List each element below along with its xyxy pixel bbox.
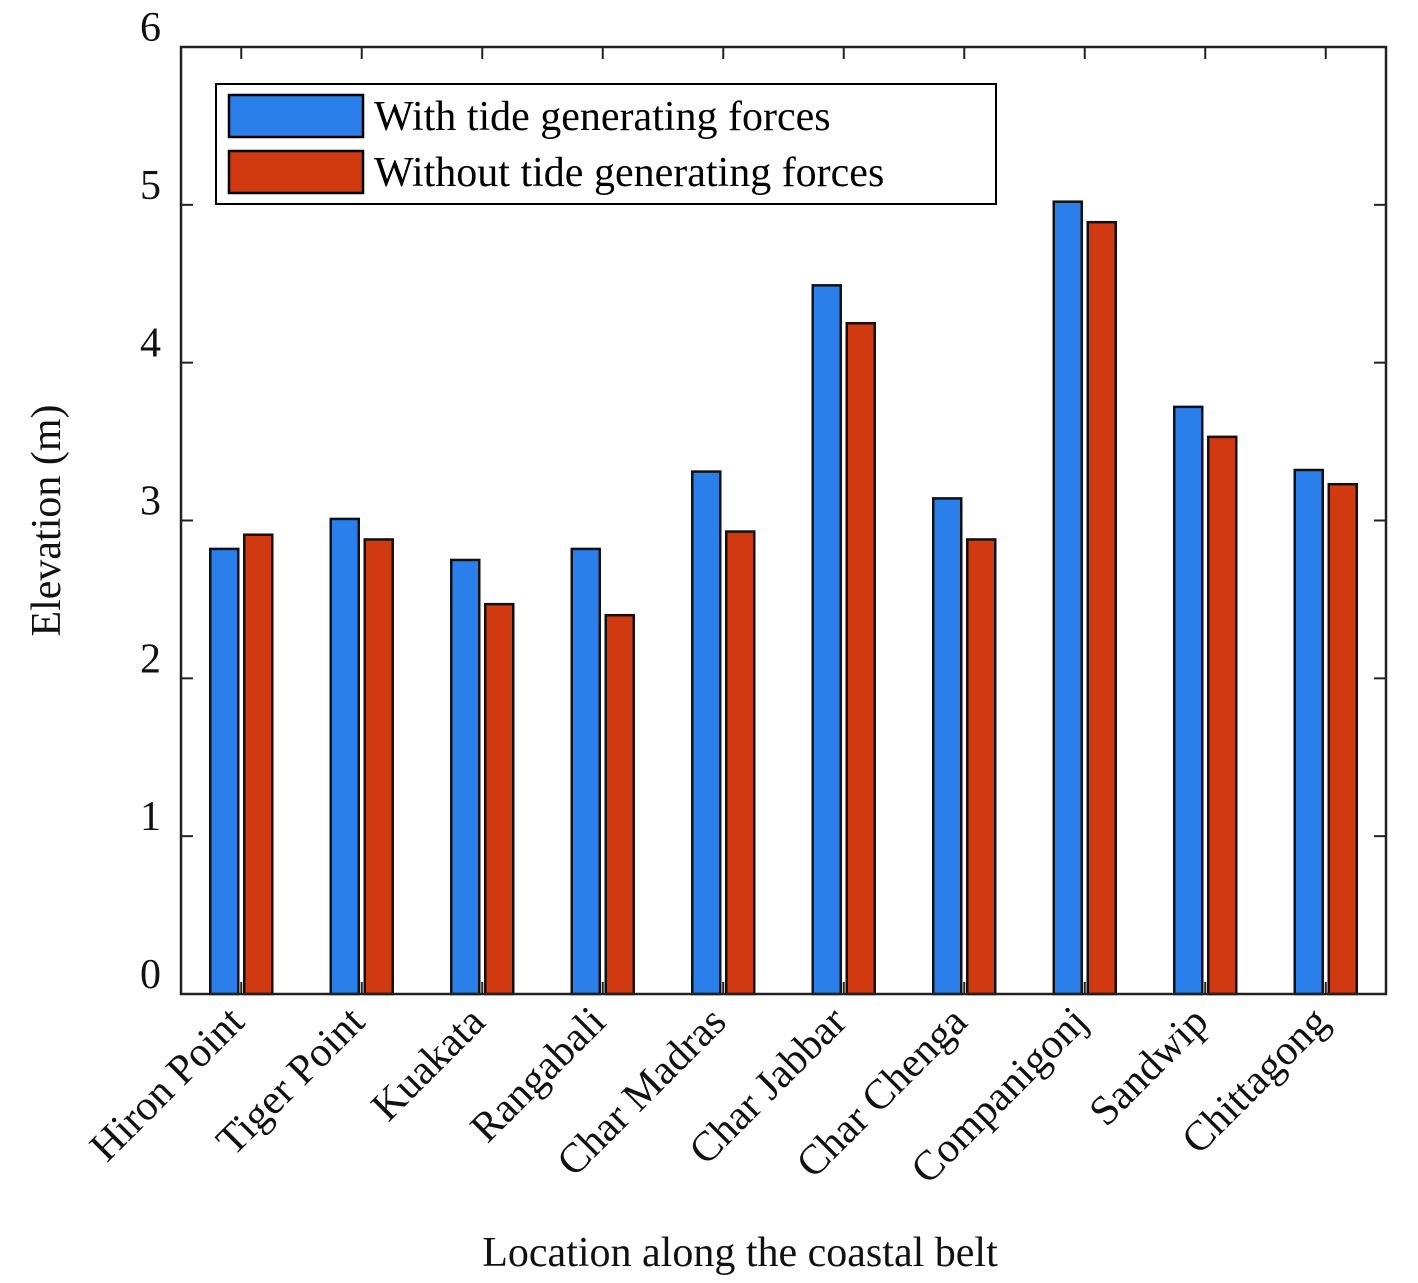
y-tick-label-6: 6 xyxy=(140,5,161,51)
bar-without-tide-6 xyxy=(966,538,997,996)
bar-with-tide-5 xyxy=(811,284,842,996)
bar-without-tide-9 xyxy=(1327,482,1358,996)
y-axis-label: Elevation (m) xyxy=(24,404,70,636)
y-tick-label-5: 5 xyxy=(140,163,161,209)
legend-label-with-tide: With tide generating forces xyxy=(374,94,831,140)
bar-without-tide-5 xyxy=(845,321,876,996)
bar-with-tide-3 xyxy=(570,547,601,996)
y-axis-ticks: 0 1 2 3 4 5 6 xyxy=(140,5,1386,998)
bar-with-tide-6 xyxy=(932,497,963,996)
bars-group xyxy=(209,200,1358,996)
legend-label-without-tide: Without tide generating forces xyxy=(374,150,884,196)
legend-swatch-with-tide xyxy=(227,93,365,139)
bar-without-tide-3 xyxy=(604,613,635,996)
legend-swatch-without-tide xyxy=(227,149,365,195)
bar-without-tide-1 xyxy=(363,538,394,996)
bar-without-tide-0 xyxy=(243,533,274,996)
y-tick-label-4: 4 xyxy=(140,321,161,367)
y-tick-label-3: 3 xyxy=(140,479,161,525)
bar-with-tide-7 xyxy=(1052,200,1083,996)
bar-with-tide-0 xyxy=(209,547,240,996)
bar-with-tide-2 xyxy=(450,558,481,996)
bar-with-tide-8 xyxy=(1173,405,1204,996)
y-tick-label-1: 1 xyxy=(140,794,161,840)
bar-without-tide-8 xyxy=(1207,435,1238,996)
bar-with-tide-9 xyxy=(1293,468,1324,996)
bar-with-tide-1 xyxy=(329,517,360,996)
y-tick-label-2: 2 xyxy=(140,636,161,682)
bar-without-tide-7 xyxy=(1086,220,1117,996)
bar-with-tide-4 xyxy=(691,470,722,996)
legend: With tide generating forces Without tide… xyxy=(215,83,997,205)
bar-without-tide-2 xyxy=(484,602,515,996)
y-tick-label-0: 0 xyxy=(140,952,161,998)
bar-without-tide-4 xyxy=(725,530,756,996)
x-axis-label: Location along the coastal belt xyxy=(482,1230,998,1276)
